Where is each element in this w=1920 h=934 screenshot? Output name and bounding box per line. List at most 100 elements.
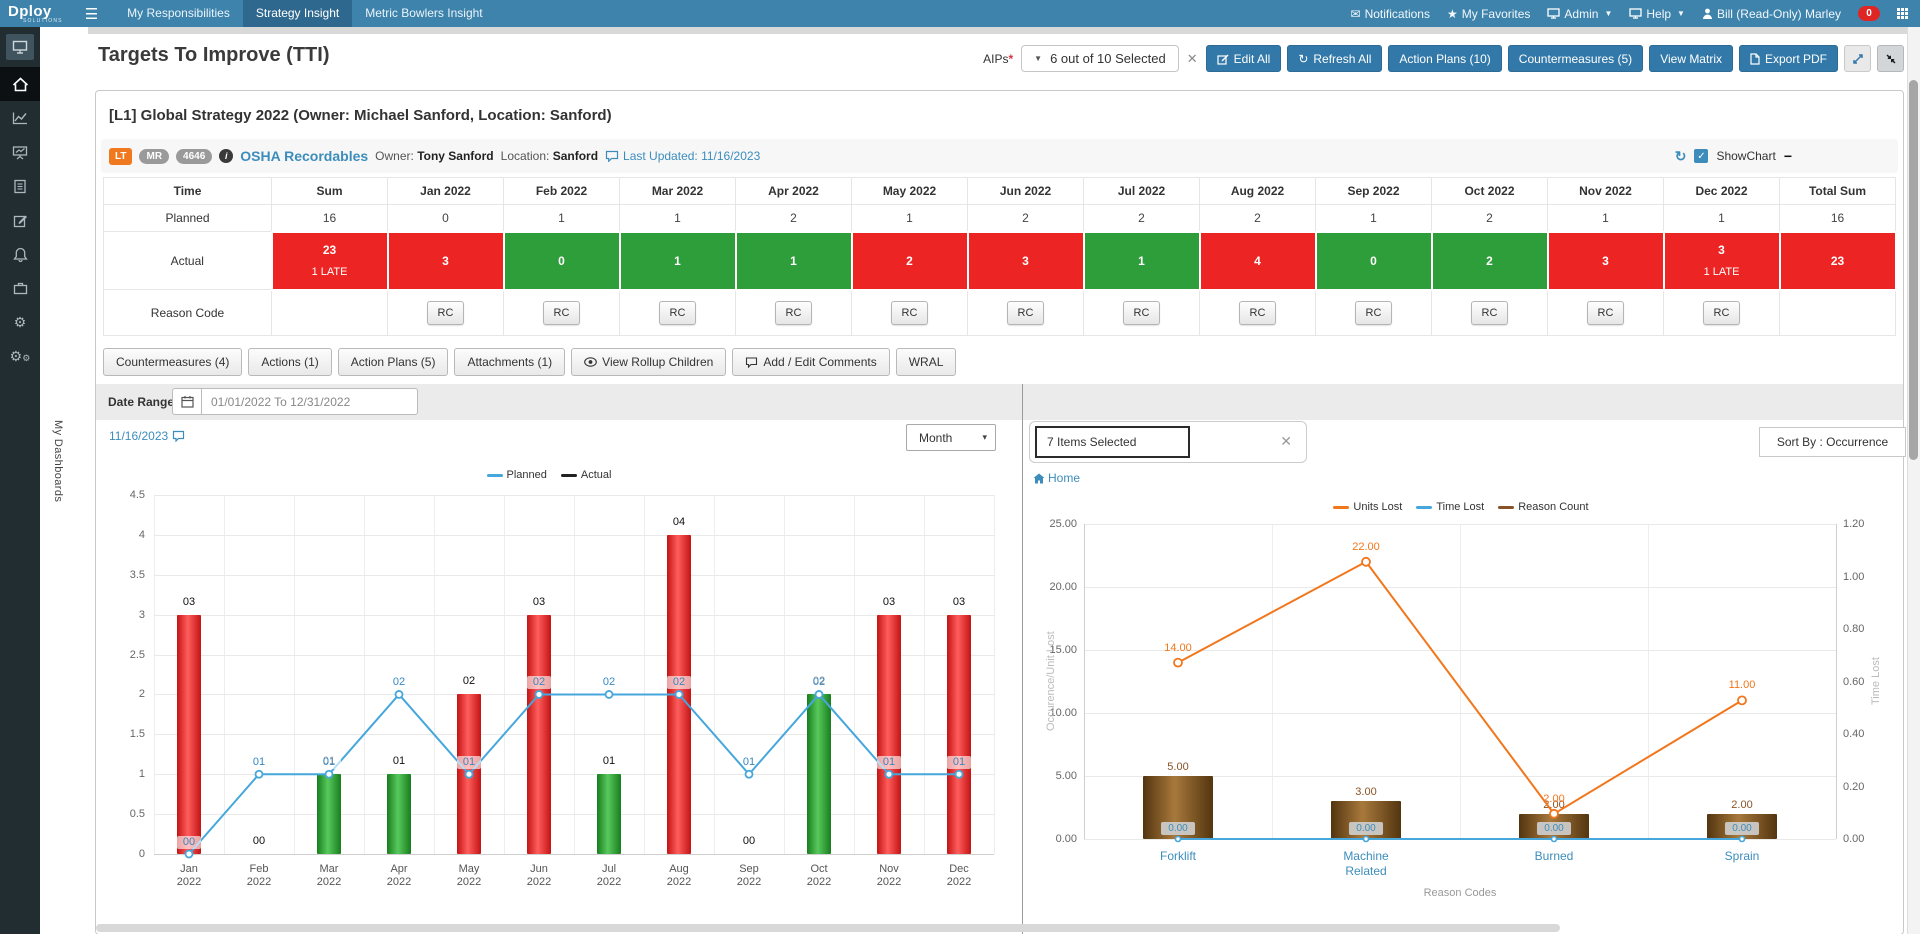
view-matrix-button[interactable]: View Matrix [1649,45,1733,72]
sidebar-item-home[interactable] [0,67,40,101]
date-range-input[interactable] [202,388,418,415]
items-clear-button[interactable]: ✕ [1280,433,1292,450]
items-selected-value[interactable]: 7 Items Selected [1035,426,1190,458]
my-favorites-link[interactable]: ★My Favorites [1447,7,1530,21]
metric-name-link[interactable]: OSHA Recordables [240,148,368,164]
nav-tab-0[interactable]: My Responsibilities [114,0,243,27]
countermeasures-button[interactable]: Countermeasures (5) [1508,45,1643,72]
tti-data-table: TimeSumJan 2022Feb 2022Mar 2022Apr 2022M… [103,177,1897,336]
refresh-all-button[interactable]: ↻Refresh All [1287,45,1382,72]
tti-trend-chart: PlannedActual00.511.522.533.544.50300010… [101,459,1003,931]
sidebar-item-dashboards[interactable] [0,27,40,67]
nav-tab-1[interactable]: Strategy Insight [243,0,352,27]
last-updated-link[interactable]: Last Updated: 11/16/2023 [605,149,760,163]
hamburger-menu-icon[interactable]: ☰ [85,5,98,23]
export-pdf-button[interactable]: Export PDF [1739,45,1838,72]
vertical-scrollbar-thumb[interactable] [1909,80,1918,460]
sidebar-item-reports[interactable] [0,169,40,203]
page-title: Targets To Improve (TTI) [98,44,330,67]
sidebar-item-edit-forms[interactable] [0,203,40,237]
items-selected-box[interactable]: 7 Items Selected ✕ [1029,421,1307,463]
column-header: Jun 2022 [968,178,1084,205]
attachments-button[interactable]: Attachments (1) [454,348,565,376]
rc-button[interactable]: RC [1239,301,1277,325]
sidebar-item-toolbox[interactable] [0,271,40,305]
sidebar-item-alerts[interactable] [0,237,40,271]
my-dashboards-vertical-tab[interactable]: My Dashboards [52,420,64,502]
rc-button[interactable]: RC [1007,301,1045,325]
rc-button[interactable]: RC [1123,301,1161,325]
sidebar-item-metric-board[interactable] [0,135,40,169]
period-select[interactable]: Month▾ [906,424,996,451]
rc-button[interactable]: RC [543,301,581,325]
horizontal-scrollbar[interactable] [96,924,1560,932]
monitor-icon [1629,8,1642,19]
x-axis-label: Feb2022 [229,863,289,891]
app-logo[interactable]: Dploy SOLUTIONS [0,0,71,27]
column-header: Feb 2022 [504,178,620,205]
rc-button[interactable]: RC [1471,301,1509,325]
view-rollup-children-button[interactable]: View Rollup Children [571,348,726,376]
notifications-link[interactable]: ✉Notifications [1351,7,1430,21]
rc-button[interactable]: RC [891,301,929,325]
sort-by-control[interactable]: Sort By : Occurrence [1759,427,1906,457]
rc-button[interactable]: RC [1355,301,1393,325]
countermeasures-button[interactable]: Countermeasures (4) [103,348,242,376]
actions-bar: Countermeasures (4)Actions (1)Action Pla… [103,348,956,376]
pdf-file-icon [1750,53,1760,65]
sidebar-item-settings[interactable]: ⚙ [0,305,40,339]
x-axis-label[interactable]: Sprain [1682,849,1802,879]
wral-button[interactable]: WRAL [896,348,957,376]
sidebar-item-trend-charts[interactable] [0,101,40,135]
x-axis-label: Sep2022 [719,863,779,891]
collapse-icon [1885,53,1897,65]
alert-count-badge[interactable]: 0 [1858,6,1880,21]
expand-button[interactable] [1844,45,1871,72]
calendar-button[interactable] [172,388,202,415]
show-chart-checkbox[interactable]: ✓ [1694,149,1708,163]
collapse-button[interactable] [1877,45,1904,72]
action-plans-button[interactable]: Action Plans (10) [1388,45,1501,72]
aips-clear-button[interactable]: ✕ [1185,51,1200,67]
x-axis-label[interactable]: MachineRelated [1306,849,1426,879]
info-icon[interactable]: i [219,149,233,163]
planned-value-label: 02 [527,676,551,689]
collapse-row-icon[interactable]: − [1784,148,1792,164]
x-axis-label[interactable]: Burned [1494,849,1614,879]
sidebar-item-admin-tools[interactable]: ⚙⚙ [0,339,40,373]
x-axis-label[interactable]: Forklift [1118,849,1238,879]
user-menu[interactable]: Bill (Read-Only) Marley [1702,7,1841,21]
comment-bubble-icon [745,357,758,368]
app-logo-text: Dploy [8,4,63,19]
edit-all-button[interactable]: Edit All [1206,45,1282,72]
action-plans-button[interactable]: Action Plans (5) [338,348,449,376]
review-date-link[interactable]: 11/16/2023 [109,429,185,443]
metric-controls: ↻ ✓ ShowChart − [1675,148,1792,165]
rc-button[interactable]: RC [659,301,697,325]
column-header: Sum [272,178,388,205]
planned-cell: 1 [852,205,968,232]
chevron-down-icon: ▾ [982,432,987,443]
aips-dropdown[interactable]: ▼6 out of 10 Selected [1021,45,1179,72]
rc-button[interactable]: RC [427,301,465,325]
refresh-icon[interactable]: ↻ [1675,148,1687,165]
edit-icon [1217,53,1229,65]
actual-cell: 231 LATE [272,232,388,290]
metric-id-badge: 4646 [176,149,212,164]
planned-cell: 1 [1664,205,1780,232]
x-axis-label: Jan2022 [159,863,219,891]
bell-icon [13,247,28,262]
rc-button[interactable]: RC [1587,301,1625,325]
rc-button[interactable]: RC [1703,301,1741,325]
nav-tab-2[interactable]: Metric Bowlers Insight [352,0,495,27]
app-screen: Dploy SOLUTIONS ☰ My ResponsibilitiesStr… [0,0,1920,934]
column-header: Total Sum [1780,178,1896,205]
actions-button[interactable]: Actions (1) [248,348,331,376]
add-edit-comments-button[interactable]: Add / Edit Comments [732,348,889,376]
admin-menu[interactable]: Admin▼ [1547,7,1612,21]
help-menu[interactable]: Help▼ [1629,7,1685,21]
mr-badge: MR [139,149,169,164]
planned-cell: 1 [1548,205,1664,232]
app-grid-icon[interactable] [1897,8,1908,19]
rc-button[interactable]: RC [775,301,813,325]
